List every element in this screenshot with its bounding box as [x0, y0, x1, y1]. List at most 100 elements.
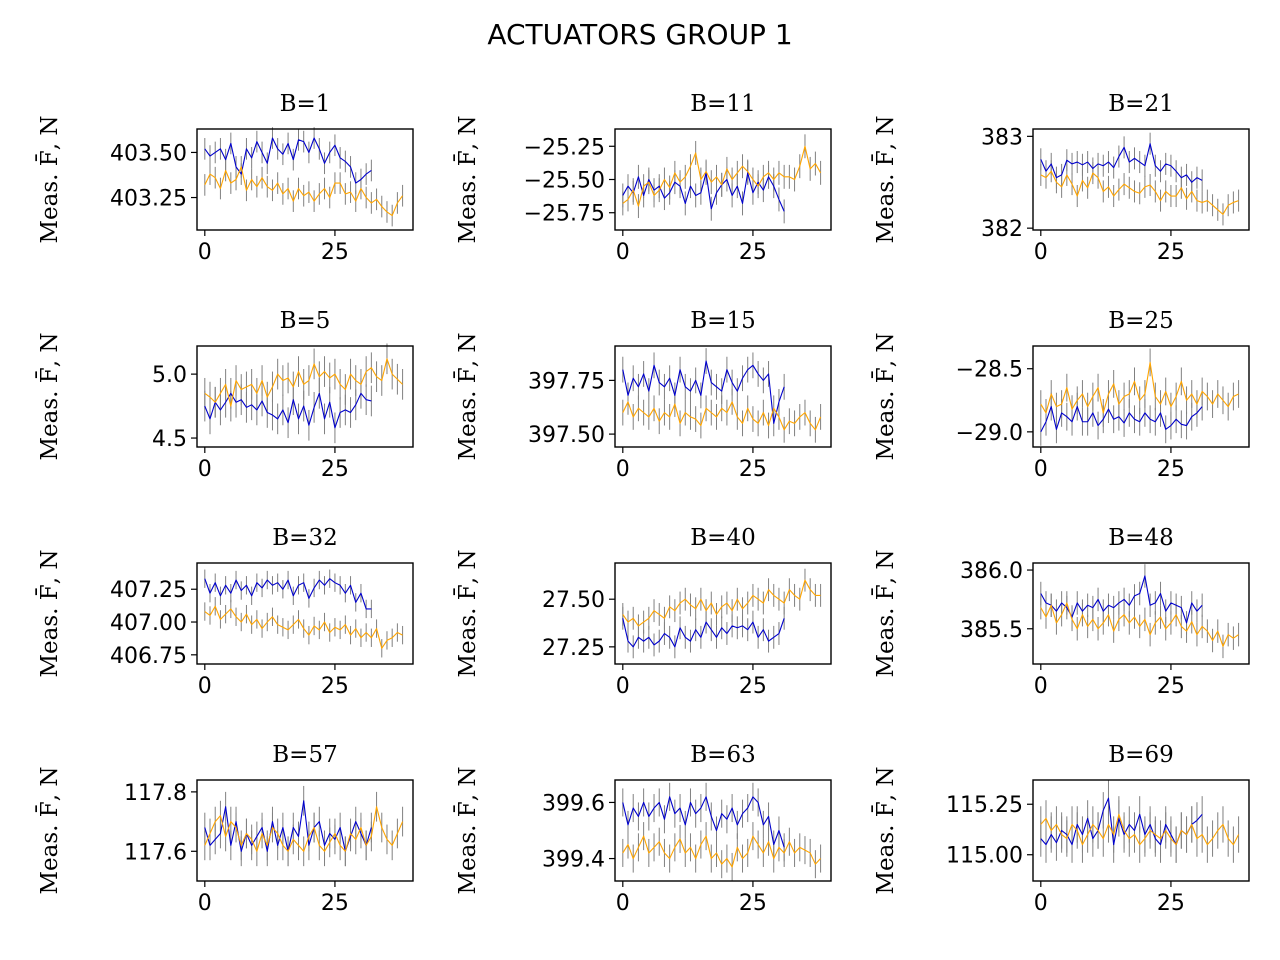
x-tick-label: 25 — [1157, 674, 1185, 699]
y-tick-label: 5.0 — [152, 363, 187, 388]
subplot-title: B=40 — [690, 525, 755, 551]
subplot-b40: B=40 Meas. F̄, N 0 25 27.25 27.50 — [454, 525, 832, 699]
y-tick-label: 407.00 — [110, 611, 187, 636]
y-tick-label: 115.00 — [946, 844, 1023, 869]
y-tick-label: 382 — [981, 217, 1023, 242]
figure-title: ACTUATORS GROUP 1 — [487, 18, 792, 51]
subplot-title: B=1 — [280, 91, 331, 117]
y-tick-label: −25.50 — [524, 169, 605, 194]
series-line-blue — [1040, 143, 1203, 183]
subplot-title: B=57 — [272, 742, 337, 768]
y-tick-label: 385.5 — [960, 618, 1023, 643]
axes-frame — [196, 779, 414, 882]
series-line-orange — [204, 605, 403, 649]
y-tick-label: 115.25 — [946, 793, 1023, 818]
y-tick-label: 4.5 — [152, 427, 187, 452]
series-line-blue — [622, 360, 785, 424]
x-tick-label: 0 — [1034, 674, 1048, 699]
y-tick-label: 407.25 — [110, 578, 187, 603]
x-tick-label: 0 — [616, 457, 630, 482]
subplot-title: B=69 — [1108, 742, 1173, 768]
y-tick-label: −28.5 — [956, 358, 1023, 383]
y-axis-label: Meas. F̄, N — [36, 332, 63, 460]
x-tick-label: 0 — [616, 891, 630, 916]
x-tick-label: 0 — [198, 240, 212, 265]
x-tick-label: 25 — [321, 240, 349, 265]
subplot-b5: B=5 Meas. F̄, N 0 25 4.5 5.0 — [36, 308, 414, 482]
x-tick-label: 25 — [321, 457, 349, 482]
subplot-title: B=21 — [1108, 91, 1173, 117]
axes-frame — [1032, 562, 1250, 665]
subplot-b57: B=57 Meas. F̄, N 0 25 117.6 117.8 — [36, 742, 414, 916]
y-tick-label: 383 — [981, 125, 1023, 150]
subplot-b15: B=15 Meas. F̄, N 0 25 397.50 397.75 — [454, 308, 832, 482]
subplot-title: B=25 — [1108, 308, 1173, 334]
subplot-b48: B=48 Meas. F̄, N 0 25 385.5 386.0 — [872, 525, 1250, 699]
axes-frame — [614, 345, 832, 448]
subplot-b25: B=25 Meas. F̄, N 0 25 −29.0 −28.5 — [872, 308, 1250, 482]
x-tick-label: 0 — [616, 674, 630, 699]
series-line-orange — [622, 145, 822, 207]
y-axis-label: Meas. F̄, N — [36, 115, 63, 243]
y-tick-label: 397.75 — [528, 369, 605, 394]
x-tick-label: 25 — [739, 674, 767, 699]
x-tick-label: 0 — [1034, 891, 1048, 916]
series-line-orange — [204, 358, 403, 407]
series-line-orange — [204, 166, 404, 217]
axes-frame — [196, 562, 414, 665]
subplot-title: B=5 — [280, 308, 331, 334]
series-line-orange — [1040, 361, 1239, 414]
subplot-title: B=32 — [272, 525, 337, 551]
x-tick-label: 0 — [198, 891, 212, 916]
series-line-orange — [622, 579, 821, 627]
y-axis-label: Meas. F̄, N — [872, 332, 899, 460]
series-line-blue — [1040, 406, 1203, 433]
y-axis-label: Meas. F̄, N — [36, 549, 63, 677]
series-line-orange — [1040, 813, 1240, 846]
y-tick-label: −25.75 — [524, 202, 605, 227]
axes-frame — [196, 345, 414, 448]
subplot-b32: B=32 Meas. F̄, N 0 25 406.75 407.00 407.25 — [36, 525, 414, 699]
subplot-title: B=63 — [690, 742, 755, 768]
x-tick-label: 0 — [198, 457, 212, 482]
y-axis-label: Meas. F̄, N — [454, 549, 481, 677]
subplot-b21: B=21 Meas. F̄, N 0 25 382 383 — [872, 91, 1250, 265]
series-line-blue — [204, 578, 372, 610]
y-tick-label: 386.0 — [960, 559, 1023, 584]
series-line-blue — [622, 172, 785, 212]
subplot-b63: B=63 Meas. F̄, N 0 25 399.4 399.6 — [454, 742, 832, 916]
subplots-grid: B=1 Meas. F̄, N 0 25 403.25 403.50 B=11 Meas. F… — [36, 91, 1250, 916]
x-tick-label: 25 — [321, 674, 349, 699]
series-line-orange — [1040, 170, 1239, 215]
series-line-orange — [622, 835, 821, 868]
x-tick-label: 25 — [1157, 457, 1185, 482]
x-tick-label: 25 — [739, 891, 767, 916]
y-axis-label: Meas. F̄, N — [872, 115, 899, 243]
subplot-title: B=15 — [690, 308, 755, 334]
x-tick-label: 0 — [1034, 240, 1048, 265]
y-tick-label: 27.25 — [542, 636, 605, 661]
subplot-title: B=48 — [1108, 525, 1173, 551]
y-tick-label: 117.8 — [124, 781, 187, 806]
subplot-b11: B=11 Meas. F̄, N 0 25 −25.75 −25.50 −25.25 — [454, 91, 832, 265]
y-axis-label: Meas. F̄, N — [454, 766, 481, 894]
y-axis-label: Meas. F̄, N — [872, 766, 899, 894]
y-axis-label: Meas. F̄, N — [872, 549, 899, 677]
errorbars-orange — [204, 791, 404, 867]
y-tick-label: 397.50 — [528, 423, 605, 448]
y-axis-label: Meas. F̄, N — [454, 115, 481, 243]
y-tick-label: 27.50 — [542, 588, 605, 613]
x-tick-label: 0 — [198, 674, 212, 699]
series-line-blue — [1040, 575, 1203, 624]
y-tick-label: 403.50 — [110, 141, 187, 166]
x-tick-label: 0 — [1034, 457, 1048, 482]
x-tick-label: 25 — [739, 240, 767, 265]
y-tick-label: 399.4 — [542, 848, 605, 873]
x-tick-label: 25 — [1157, 891, 1185, 916]
y-tick-label: −29.0 — [956, 421, 1023, 446]
x-tick-label: 25 — [321, 891, 349, 916]
y-tick-label: 399.6 — [542, 791, 605, 816]
series-line-blue — [622, 796, 785, 848]
axes-frame — [614, 562, 832, 665]
